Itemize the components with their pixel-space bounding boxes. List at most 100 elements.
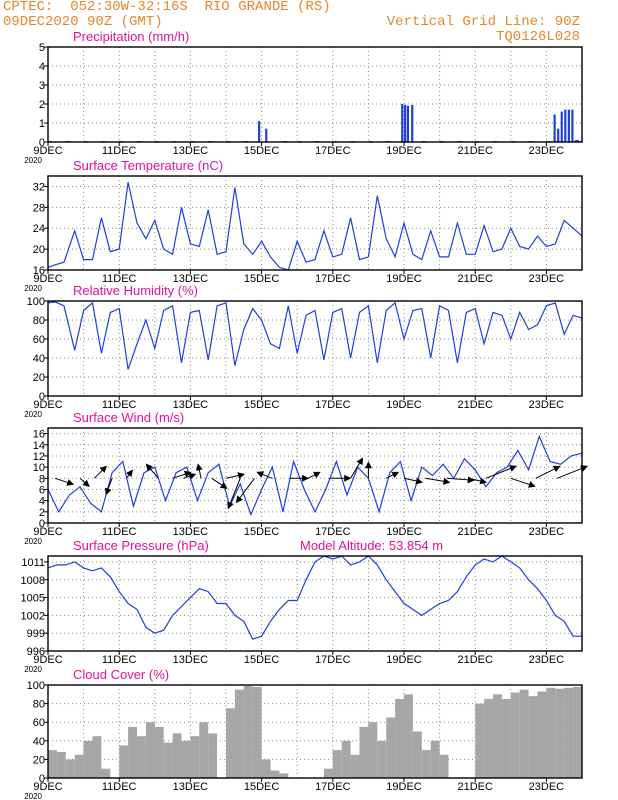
cloud-bar xyxy=(56,751,66,778)
wind-arrow xyxy=(235,477,255,504)
x-tick-label: 11DEC xyxy=(102,526,137,538)
cloud-bar xyxy=(341,740,351,778)
wind-arrow xyxy=(172,470,192,479)
wind-arrow xyxy=(467,477,488,485)
cloud-bar xyxy=(252,686,262,778)
panel-title: Relative Humidity (%) xyxy=(73,283,198,298)
x-tick-label: 23DEC xyxy=(529,273,565,285)
header-line1-left: CPTEC: 052:30W-32:16S RIO GRANDE (RS) xyxy=(3,0,331,15)
panel-title: Surface Pressure (hPa) xyxy=(73,538,209,553)
x-tick-label: 11DEC xyxy=(102,781,137,793)
x-tick-label: 9DEC xyxy=(33,654,62,666)
wind-arrow xyxy=(425,477,451,485)
cloud-bar xyxy=(145,722,155,778)
y-tick-label: 10 xyxy=(33,462,45,474)
y-tick-label: 16 xyxy=(33,265,45,277)
cloud-bar xyxy=(65,759,75,778)
y-tick-label: 32 xyxy=(33,181,45,193)
x-tick-label: 19DEC xyxy=(386,399,422,411)
series-line xyxy=(47,301,583,370)
panel-title: Surface Temperature (nC) xyxy=(73,158,223,173)
precip-bar xyxy=(406,105,410,142)
precip-bar xyxy=(564,109,567,142)
series-line xyxy=(47,555,582,640)
cloud-bar xyxy=(279,773,289,778)
y-tick-label: 2 xyxy=(39,507,45,519)
panel-frame xyxy=(47,46,583,143)
panel-title: Cloud Cover (%) xyxy=(73,667,169,682)
cloud-bar xyxy=(172,733,182,778)
x-tick-label: 15DEC xyxy=(244,654,280,666)
wind-arrow xyxy=(403,477,423,485)
y-tick-label: 28 xyxy=(33,202,45,214)
y-tick-label: 100 xyxy=(27,296,45,308)
y-tick-label: 1005 xyxy=(21,593,45,605)
wind-arrow xyxy=(485,465,517,479)
cloud-bar xyxy=(421,750,431,778)
x-tick-label: 13DEC xyxy=(173,526,209,538)
wind-arrow xyxy=(211,477,228,489)
cloud-bar xyxy=(270,770,280,778)
y-tick-label: 80 xyxy=(33,315,45,327)
y-tick-label: 20 xyxy=(33,754,45,766)
precip-bar xyxy=(571,109,574,142)
cloud-bar xyxy=(128,726,137,778)
panel-3: 0 20 40 60 80 100 9DEC 11DEC 13DEC 15DEC 17DEC 19DE… xyxy=(24,283,583,419)
cloud-bar xyxy=(439,754,449,778)
panel-frame xyxy=(47,300,583,397)
cloud-bar xyxy=(430,740,440,778)
y-tick-label: 1002 xyxy=(21,610,45,622)
cloud-bar xyxy=(484,698,493,778)
series-line xyxy=(47,434,583,517)
cloud-bar xyxy=(137,736,146,778)
cloud-bar xyxy=(377,740,387,778)
y-tick-label: 12 xyxy=(33,451,45,463)
header-line2-right: TQ0126L028 xyxy=(495,29,580,45)
x-tick-label: 23DEC xyxy=(529,781,565,793)
x-tick-label: 19DEC xyxy=(386,654,422,666)
x-year-label: 2020 xyxy=(24,156,42,165)
x-tick-label: 23DEC xyxy=(529,654,565,666)
y-tick-label: 1 xyxy=(39,118,45,130)
cloud-bar xyxy=(323,768,333,778)
y-tick-label: 4 xyxy=(39,496,45,508)
x-tick-label: 9DEC xyxy=(33,526,62,538)
cloud-bar xyxy=(573,686,582,778)
series-line xyxy=(47,182,583,271)
x-tick-label: 15DEC xyxy=(244,145,280,157)
wind-arrow xyxy=(54,477,75,486)
wind-arrow xyxy=(307,471,321,479)
y-tick-label: 40 xyxy=(33,353,45,365)
wind-arrow xyxy=(195,463,203,479)
x-tick-label: 19DEC xyxy=(386,526,422,538)
precip-bar xyxy=(401,104,404,142)
x-tick-label: 13DEC xyxy=(173,145,209,157)
cloud-bar xyxy=(510,692,520,778)
wind-arrow xyxy=(385,471,400,479)
y-tick-label: 60 xyxy=(33,334,45,346)
x-tick-label: 9DEC xyxy=(33,781,62,793)
cloud-bar xyxy=(475,703,485,778)
cloud-bar xyxy=(564,687,574,778)
wind-arrow xyxy=(183,472,197,480)
x-tick-label: 11DEC xyxy=(102,273,137,285)
x-tick-label: 13DEC xyxy=(173,781,209,793)
panel-frame xyxy=(47,555,583,652)
cloud-bar xyxy=(181,740,191,778)
x-tick-label: 13DEC xyxy=(173,654,209,666)
x-tick-label: 17DEC xyxy=(315,399,351,411)
precip-bar xyxy=(411,104,414,142)
y-tick-label: 6 xyxy=(39,484,45,496)
x-tick-label: 15DEC xyxy=(244,399,280,411)
cloud-bar xyxy=(528,696,538,778)
y-tick-label: 40 xyxy=(33,736,45,748)
precip-bar xyxy=(265,128,268,142)
x-tick-label: 11DEC xyxy=(102,145,137,157)
wind-arrow xyxy=(225,472,245,480)
x-tick-label: 21DEC xyxy=(457,781,493,793)
cloud-bar xyxy=(199,722,209,778)
wind-arrow xyxy=(79,477,90,487)
cloud-bar xyxy=(493,694,502,778)
cloud-bar xyxy=(546,687,556,778)
